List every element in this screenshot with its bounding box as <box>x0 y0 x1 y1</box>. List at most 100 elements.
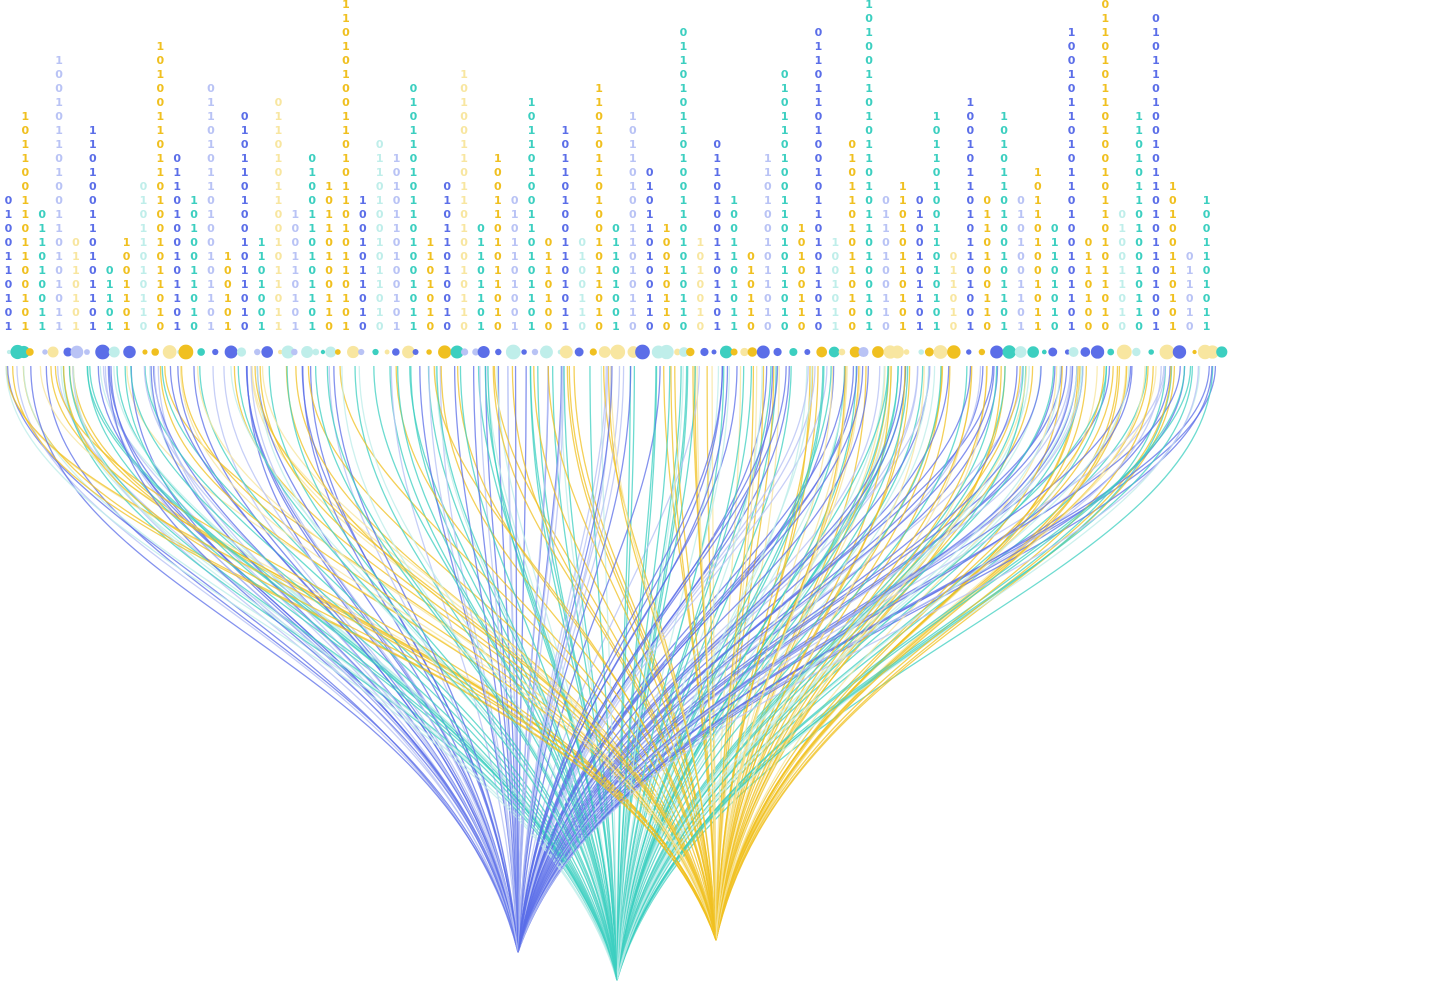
dot <box>162 345 177 359</box>
curve <box>256 365 519 953</box>
digit-column: 1011010110100101101011010 <box>1098 0 1112 334</box>
curve <box>670 365 717 941</box>
dot <box>197 348 205 356</box>
digit-column: 01101001011010 <box>373 138 387 334</box>
curve <box>314 365 618 981</box>
dot <box>1014 346 1027 358</box>
curve <box>472 365 519 953</box>
curve <box>616 365 1186 981</box>
digit-column: 101001101011010110100101 <box>862 0 876 334</box>
curve <box>616 365 1055 981</box>
dot <box>1041 349 1047 355</box>
curve <box>616 365 1006 981</box>
dot <box>212 348 219 356</box>
digit-column: 011010110100101101 <box>204 82 218 334</box>
digit-column: 1001011010110100101101 <box>1065 26 1079 334</box>
curve <box>439 365 519 953</box>
digit-column: 1010011010 <box>187 194 201 334</box>
curve <box>715 365 943 941</box>
dot <box>450 345 464 359</box>
dot <box>773 347 782 357</box>
curve <box>616 365 1130 981</box>
digit-column: 1010010 <box>693 236 707 334</box>
digit-column: 1010110100101 <box>390 152 404 334</box>
curve <box>616 365 725 981</box>
curve <box>511 365 717 941</box>
digit-column: 0101101001 <box>508 194 522 334</box>
dot <box>1148 349 1154 355</box>
digit-column: 010011010 <box>1115 208 1129 334</box>
curve <box>600 365 618 981</box>
curve <box>250 365 519 953</box>
dot <box>334 349 341 355</box>
curve <box>517 365 779 953</box>
digit-column: 1010011011010010110 <box>457 68 471 334</box>
digit-column: 10110100110101101 <box>525 96 539 334</box>
dot <box>301 346 314 358</box>
curve <box>333 365 519 953</box>
curve <box>616 365 889 981</box>
digit-column: 10010110 <box>660 222 674 334</box>
digit-column: 0110100110 <box>980 194 994 334</box>
curve <box>616 365 745 981</box>
dot <box>756 345 770 359</box>
curve <box>715 365 906 941</box>
curve <box>517 365 609 953</box>
curve <box>517 365 724 953</box>
dot <box>1132 347 1141 357</box>
curve <box>616 365 813 981</box>
dot <box>505 344 521 360</box>
curve <box>514 365 519 953</box>
curve <box>715 365 1154 941</box>
curve <box>5 365 717 941</box>
digit-column: 01101011001011011 <box>272 96 285 334</box>
digit-column: 01011010010110101101001 <box>1149 12 1163 334</box>
dot <box>1107 348 1115 356</box>
dot <box>540 345 553 359</box>
curve <box>552 365 618 981</box>
curve <box>529 365 618 981</box>
dot <box>589 348 597 356</box>
curve <box>373 365 618 981</box>
digit-column: 10100110101 <box>1166 180 1180 334</box>
curve <box>715 365 1172 941</box>
dot <box>461 348 469 356</box>
dot <box>610 344 626 360</box>
dot <box>804 349 811 355</box>
digit-column: 010110101101001011 <box>407 82 420 334</box>
dot <box>598 346 611 358</box>
dot <box>924 347 934 357</box>
curve <box>179 365 717 941</box>
curve <box>326 365 618 981</box>
curve <box>616 365 696 981</box>
digit-column: 1011010011010110 <box>626 110 640 334</box>
curve <box>715 365 925 941</box>
digit-column: 11010110101 <box>896 180 910 334</box>
curve <box>54 365 717 941</box>
dot <box>1205 345 1220 359</box>
dot <box>84 349 90 355</box>
curve <box>616 365 1108 981</box>
curve <box>517 365 1084 953</box>
dot <box>1159 344 1175 360</box>
dot <box>1027 346 1039 358</box>
digit-column: 1101011010010110 <box>1132 110 1146 334</box>
curve <box>130 365 618 981</box>
digit-column: 10110100110 <box>322 180 336 334</box>
curve <box>616 365 899 981</box>
dot <box>384 349 390 355</box>
dot <box>320 349 326 355</box>
dot <box>789 347 798 357</box>
dot <box>108 346 120 358</box>
curve <box>62 365 717 941</box>
dot <box>472 348 480 356</box>
dot <box>95 344 111 360</box>
dot <box>849 346 861 358</box>
dot <box>1216 346 1228 358</box>
curve <box>517 365 972 953</box>
digit-column: 010110 <box>744 250 758 334</box>
curve <box>696 365 717 941</box>
curve <box>86 365 618 981</box>
curve <box>199 365 618 981</box>
